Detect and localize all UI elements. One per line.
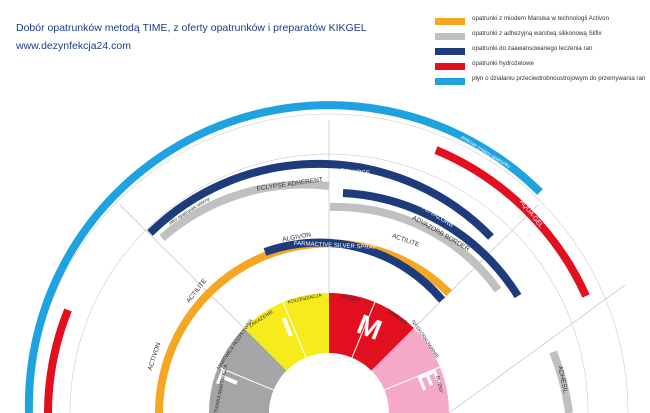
sector-m [329,292,414,371]
legend-swatch-blue [435,78,465,85]
label-eclypse: ECLYPSE [340,168,371,178]
legend-label: płyn o działaniu przeciwdrobnoustrojowym… [472,75,646,82]
label-activon: ACTIVON [147,341,163,371]
label-adhesil: ADHESIL [556,365,569,394]
arc-adhesil [549,350,573,413]
legend-swatch-navy [435,48,465,55]
label-algivon: ALGIVON [282,232,312,244]
sector-t [208,328,287,413]
label-eclypse-adherent: ECLYPSE ADHERENT [256,176,323,192]
radial-line [119,204,245,329]
legend: opatrunki z miodem Manuka w technologii … [435,14,645,96]
radial-line [448,284,626,413]
legend-item-manuka: opatrunki z miodem Manuka w technologii … [435,14,645,29]
arc-aqua-gel-right [434,146,590,298]
label-aqua-gel-right: AQUA-GEL [518,199,544,230]
legend-swatch-red [435,63,465,70]
website-url[interactable]: www.dezynfekcja24.com [16,40,131,52]
sector-e [371,328,450,413]
arc-advazorb-border [329,202,502,293]
label-aqua-gel-left: AQUA-GEL [53,360,64,395]
arc-advazorb [342,189,522,299]
arc-microdacyn [24,101,543,413]
label-actilite: ACTILITE [391,232,421,249]
label-blizny: BLIZNY [434,376,444,395]
arc-eclypse [147,159,494,240]
sector-divider [217,366,274,391]
guide-arc [29,113,629,413]
sector-divider [351,301,376,358]
sector-divider [384,366,441,391]
legend-item-hydrogel: opatrunki hydrożelowe [435,59,645,74]
legend-label: opatrunki do zaawansowanego leczenia ran [472,45,593,52]
legend-item-silfix: opatrunki z adhezyjną warstwą silikonową… [435,29,645,44]
legend-item-fluid: płyn o działaniu przeciwdrobnoustrojowym… [435,74,645,96]
legend-label: opatrunki hydrożelowe [472,60,534,67]
arc-farmactive [263,238,446,303]
legend-label: opatrunki z miodem Manuka w technologii … [472,15,609,22]
label-wysiek: WYSIĘK [340,294,361,304]
guide-arc [69,153,589,413]
legend-swatch-orange [435,18,465,25]
legend-swatch-gray [435,33,465,40]
arc-activon [155,239,452,413]
sector-divider [282,301,307,358]
label-farmactive: FARMACTIVE SILVER SPRAY [294,241,377,251]
arc-aqua-gel-left [44,308,72,413]
page-title: Dobór opatrunków metodą TIME, z oferty o… [16,22,367,34]
sector-i [244,292,329,371]
arc-eclypse-adherent [159,180,330,242]
legend-label: opatrunki z adhezyjną warstwą silikonową… [472,30,602,37]
legend-item-advanced: opatrunki do zaawansowanego leczenia ran [435,44,645,59]
